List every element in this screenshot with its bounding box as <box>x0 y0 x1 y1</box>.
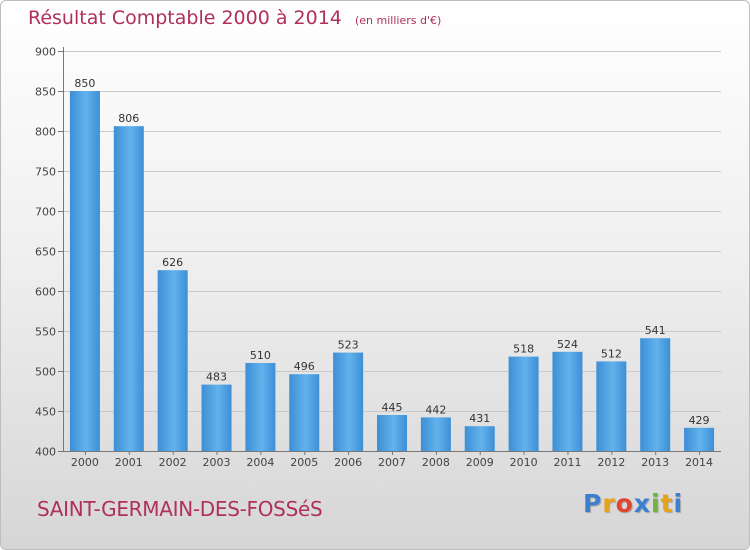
y-tick-label: 700 <box>35 206 56 219</box>
data-label: 541 <box>645 324 666 337</box>
x-tick-label: 2004 <box>246 456 274 469</box>
data-label: 442 <box>425 403 446 416</box>
x-tick-label: 2003 <box>203 456 231 469</box>
data-label: 523 <box>338 339 359 352</box>
y-tick-label: 400 <box>35 446 56 459</box>
logo-letter: x <box>633 489 651 518</box>
x-tick-label: 2007 <box>378 456 406 469</box>
title-row: Résultat Comptable 2000 à 2014 (en milli… <box>28 7 441 29</box>
data-label: 850 <box>74 77 95 90</box>
y-tick-label: 750 <box>35 166 56 179</box>
y-tick-label: 850 <box>35 86 56 99</box>
bar-2012 <box>596 361 627 451</box>
x-tick-label: 2009 <box>466 456 494 469</box>
bar-2006 <box>333 352 364 451</box>
bar-2001 <box>113 126 144 451</box>
bar-2000 <box>69 91 100 451</box>
y-tick-label: 800 <box>35 126 56 139</box>
data-label: 445 <box>382 401 403 414</box>
data-label: 510 <box>250 349 271 362</box>
y-tick-label: 450 <box>35 406 56 419</box>
bar-2010 <box>508 356 539 451</box>
logo-letter: r <box>602 489 616 518</box>
bar-2002 <box>157 270 188 451</box>
y-tick-label: 500 <box>35 366 56 379</box>
y-tick-label: 650 <box>35 246 56 259</box>
bars: 850 806 626 483 510 496 523 445 442 431 518 524 512 5… <box>69 77 715 451</box>
logo-letter: i <box>673 489 684 518</box>
logo-letter: i <box>651 489 661 518</box>
data-label: 524 <box>557 338 578 351</box>
data-label: 496 <box>294 360 315 373</box>
y-tick-label: 600 <box>35 286 56 299</box>
x-tick-label: 2010 <box>510 456 538 469</box>
bar-2005 <box>289 374 320 451</box>
data-label: 512 <box>601 347 622 360</box>
y-tick-label: 900 <box>35 46 56 59</box>
data-label: 806 <box>118 112 139 125</box>
axes: 400 450 500 550 600 650 700 750 800 850 900 2000 200… <box>35 46 721 469</box>
proxiti-logo: Proxiti <box>583 489 683 518</box>
bar-2008 <box>420 417 451 451</box>
bar-2009 <box>464 426 495 451</box>
bar-2013 <box>640 338 671 451</box>
y-tick-label: 550 <box>35 326 56 339</box>
x-tick-label: 2014 <box>685 456 713 469</box>
data-label: 483 <box>206 371 227 384</box>
data-label: 626 <box>162 256 183 269</box>
chart-title: Résultat Comptable 2000 à 2014 <box>28 7 342 29</box>
bar-2003 <box>201 384 232 451</box>
bar-2004 <box>245 363 276 451</box>
x-tick-label: 2006 <box>334 456 362 469</box>
logo-letter: t <box>660 489 674 518</box>
chart-subtitle: (en milliers d'€) <box>354 14 442 27</box>
x-tick-label: 2012 <box>597 456 625 469</box>
x-tick-label: 2005 <box>290 456 318 469</box>
data-label: 431 <box>469 412 490 425</box>
logo-letter: o <box>615 489 634 518</box>
bar-2007 <box>377 415 407 451</box>
data-label: 518 <box>513 343 534 356</box>
logo-letter: P <box>583 489 603 518</box>
x-tick-label: 2000 <box>71 456 99 469</box>
city-name: SAINT-GERMAIN-DES-FOSSéS <box>37 497 323 521</box>
x-tick-label: 2011 <box>553 456 581 469</box>
x-tick-label: 2001 <box>115 456 143 469</box>
x-tick-label: 2002 <box>159 456 187 469</box>
bar-2014 <box>684 427 715 451</box>
x-tick-label: 2008 <box>422 456 450 469</box>
x-tick-label: 2013 <box>641 456 669 469</box>
bar-2011 <box>552 351 583 451</box>
data-label: 429 <box>689 414 710 427</box>
